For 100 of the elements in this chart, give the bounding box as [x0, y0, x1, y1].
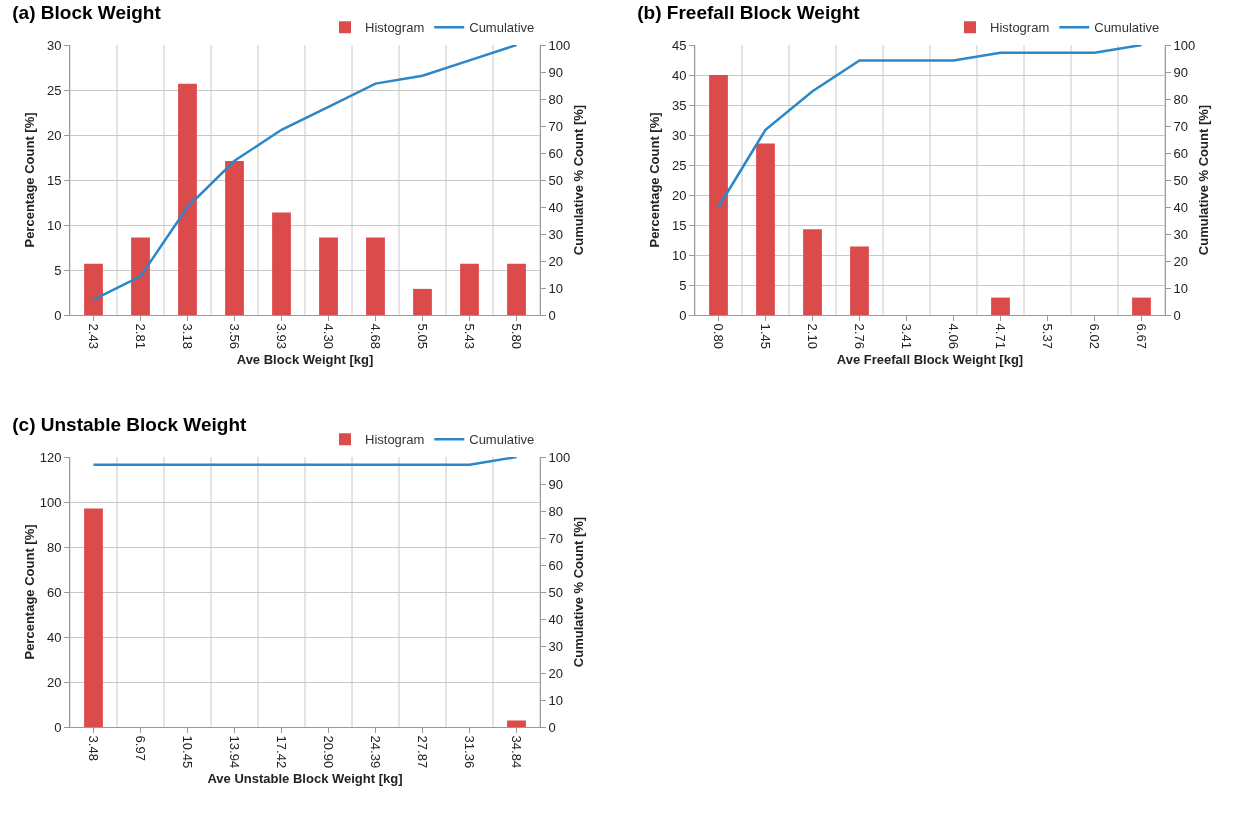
y2-tick-label: 50: [548, 172, 564, 188]
x-tick-label: 5.80: [509, 323, 525, 349]
y2-tick-label: 70: [548, 118, 564, 134]
x-tick-label: 3.93: [274, 323, 290, 349]
y-tick-label: 40: [46, 629, 62, 645]
y-tick-label: 20: [46, 674, 62, 690]
line-series: [92, 45, 518, 301]
y-tick-label: 0: [679, 307, 687, 323]
bar: [84, 263, 103, 315]
y-tick-label: 25: [46, 82, 62, 98]
y-tick-label: 10: [46, 217, 62, 233]
line-series: [717, 45, 1143, 209]
y-tick-label: 0: [54, 307, 62, 323]
x-tick-label: 4.06: [946, 323, 962, 349]
y2-tick-label: 100: [1173, 37, 1196, 53]
y-tick-label: 40: [671, 67, 687, 83]
y2-tick-label: 90: [548, 476, 564, 492]
chart-title: (a) Block Weight: [12, 2, 162, 24]
x-tick-label: 5.43: [462, 323, 478, 349]
x-tick-label: 4.30: [321, 323, 337, 349]
x-axis-title: Ave Block Weight [kg]: [236, 351, 374, 367]
y2-axis-title: Cumulative % Count [%]: [570, 104, 586, 256]
y2-tick-label: 40: [1173, 199, 1189, 215]
y2-tick-label: 50: [1173, 172, 1189, 188]
y2-tick-label: 30: [548, 226, 564, 242]
y2-tick-label: 100: [548, 449, 571, 465]
y-tick-label: 5: [679, 277, 687, 293]
y-tick-label: 45: [671, 37, 687, 53]
y2-tick-label: 0: [548, 719, 556, 735]
y-tick-label: 5: [54, 262, 62, 278]
y-tick-label: 120: [39, 449, 62, 465]
bar: [756, 143, 775, 315]
y-tick-label: 80: [46, 539, 62, 555]
bar: [507, 263, 526, 315]
y-tick-label: 100: [39, 494, 62, 510]
y2-tick-label: 10: [548, 280, 564, 296]
x-axis-title: Ave Freefall Block Weight [kg]: [836, 351, 1024, 367]
x-tick-label: 13.94: [227, 735, 243, 769]
bar: [319, 237, 338, 315]
chart-title: (b) Freefall Block Weight: [637, 2, 861, 24]
x-axis-title: Ave Unstable Block Weight [kg]: [207, 770, 403, 786]
legend-label: Histogram: [365, 432, 425, 448]
y-axis-title: Percentage Count [%]: [22, 112, 37, 248]
x-tick-label: 6.02: [1087, 323, 1103, 349]
legend-label: Cumulative: [1094, 20, 1160, 36]
y-tick-label: 10: [671, 247, 687, 263]
bar: [366, 237, 385, 315]
x-tick-label: 2.76: [852, 323, 868, 349]
bar: [991, 297, 1010, 315]
x-tick-label: 24.39: [368, 735, 384, 769]
y2-tick-label: 30: [548, 638, 564, 654]
bar: [225, 161, 244, 315]
x-tick-label: 27.87: [415, 735, 431, 769]
y2-tick-label: 40: [548, 199, 564, 215]
bar: [803, 229, 822, 315]
x-tick-label: 3.56: [227, 323, 243, 349]
bar: [131, 237, 150, 315]
y2-tick-label: 20: [1173, 253, 1189, 269]
y2-tick-label: 80: [548, 91, 564, 107]
y-tick-label: 35: [671, 97, 687, 113]
y2-tick-label: 60: [548, 145, 564, 161]
x-tick-label: 3.41: [899, 323, 915, 349]
legend-label: Cumulative: [469, 432, 535, 448]
x-tick-label: 2.10: [805, 323, 821, 349]
bar: [272, 212, 291, 315]
x-tick-label: 4.68: [368, 323, 384, 349]
x-tick-label: 6.97: [133, 735, 149, 761]
y2-tick-label: 90: [548, 64, 564, 80]
x-tick-label: 1.45: [758, 323, 774, 349]
bar: [460, 263, 479, 315]
legend-label: Histogram: [365, 20, 425, 36]
y2-tick-label: 80: [548, 503, 564, 519]
y2-tick-label: 60: [548, 557, 564, 573]
y2-tick-label: 10: [1173, 280, 1189, 296]
y2-axis-title: Cumulative % Count [%]: [1195, 104, 1211, 256]
x-tick-label: 31.36: [462, 735, 478, 769]
y-axis-title: Percentage Count [%]: [647, 112, 662, 248]
y2-tick-label: 0: [548, 307, 556, 323]
x-tick-label: 20.90: [321, 735, 337, 769]
bar: [1132, 297, 1151, 315]
y2-tick-label: 70: [1173, 118, 1189, 134]
x-tick-label: 5.37: [1040, 323, 1056, 349]
x-tick-label: 17.42: [274, 735, 290, 769]
y2-tick-label: 0: [1173, 307, 1181, 323]
y-tick-label: 20: [46, 127, 62, 143]
y-tick-label: 0: [54, 719, 62, 735]
x-tick-label: 6.67: [1134, 323, 1150, 349]
x-tick-label: 2.43: [86, 323, 102, 349]
y2-axis-title: Cumulative % Count [%]: [570, 516, 586, 668]
y-tick-label: 30: [671, 127, 687, 143]
legend-label: Histogram: [990, 20, 1050, 36]
bar: [709, 75, 728, 315]
legend-label: Cumulative: [469, 20, 535, 36]
bar: [178, 83, 197, 315]
chart-title: (c) Unstable Block Weight: [12, 414, 247, 436]
y2-tick-label: 60: [1173, 145, 1189, 161]
y-tick-label: 60: [46, 584, 62, 600]
y2-tick-label: 10: [548, 692, 564, 708]
bar: [850, 246, 869, 315]
x-tick-label: 3.18: [180, 323, 196, 349]
